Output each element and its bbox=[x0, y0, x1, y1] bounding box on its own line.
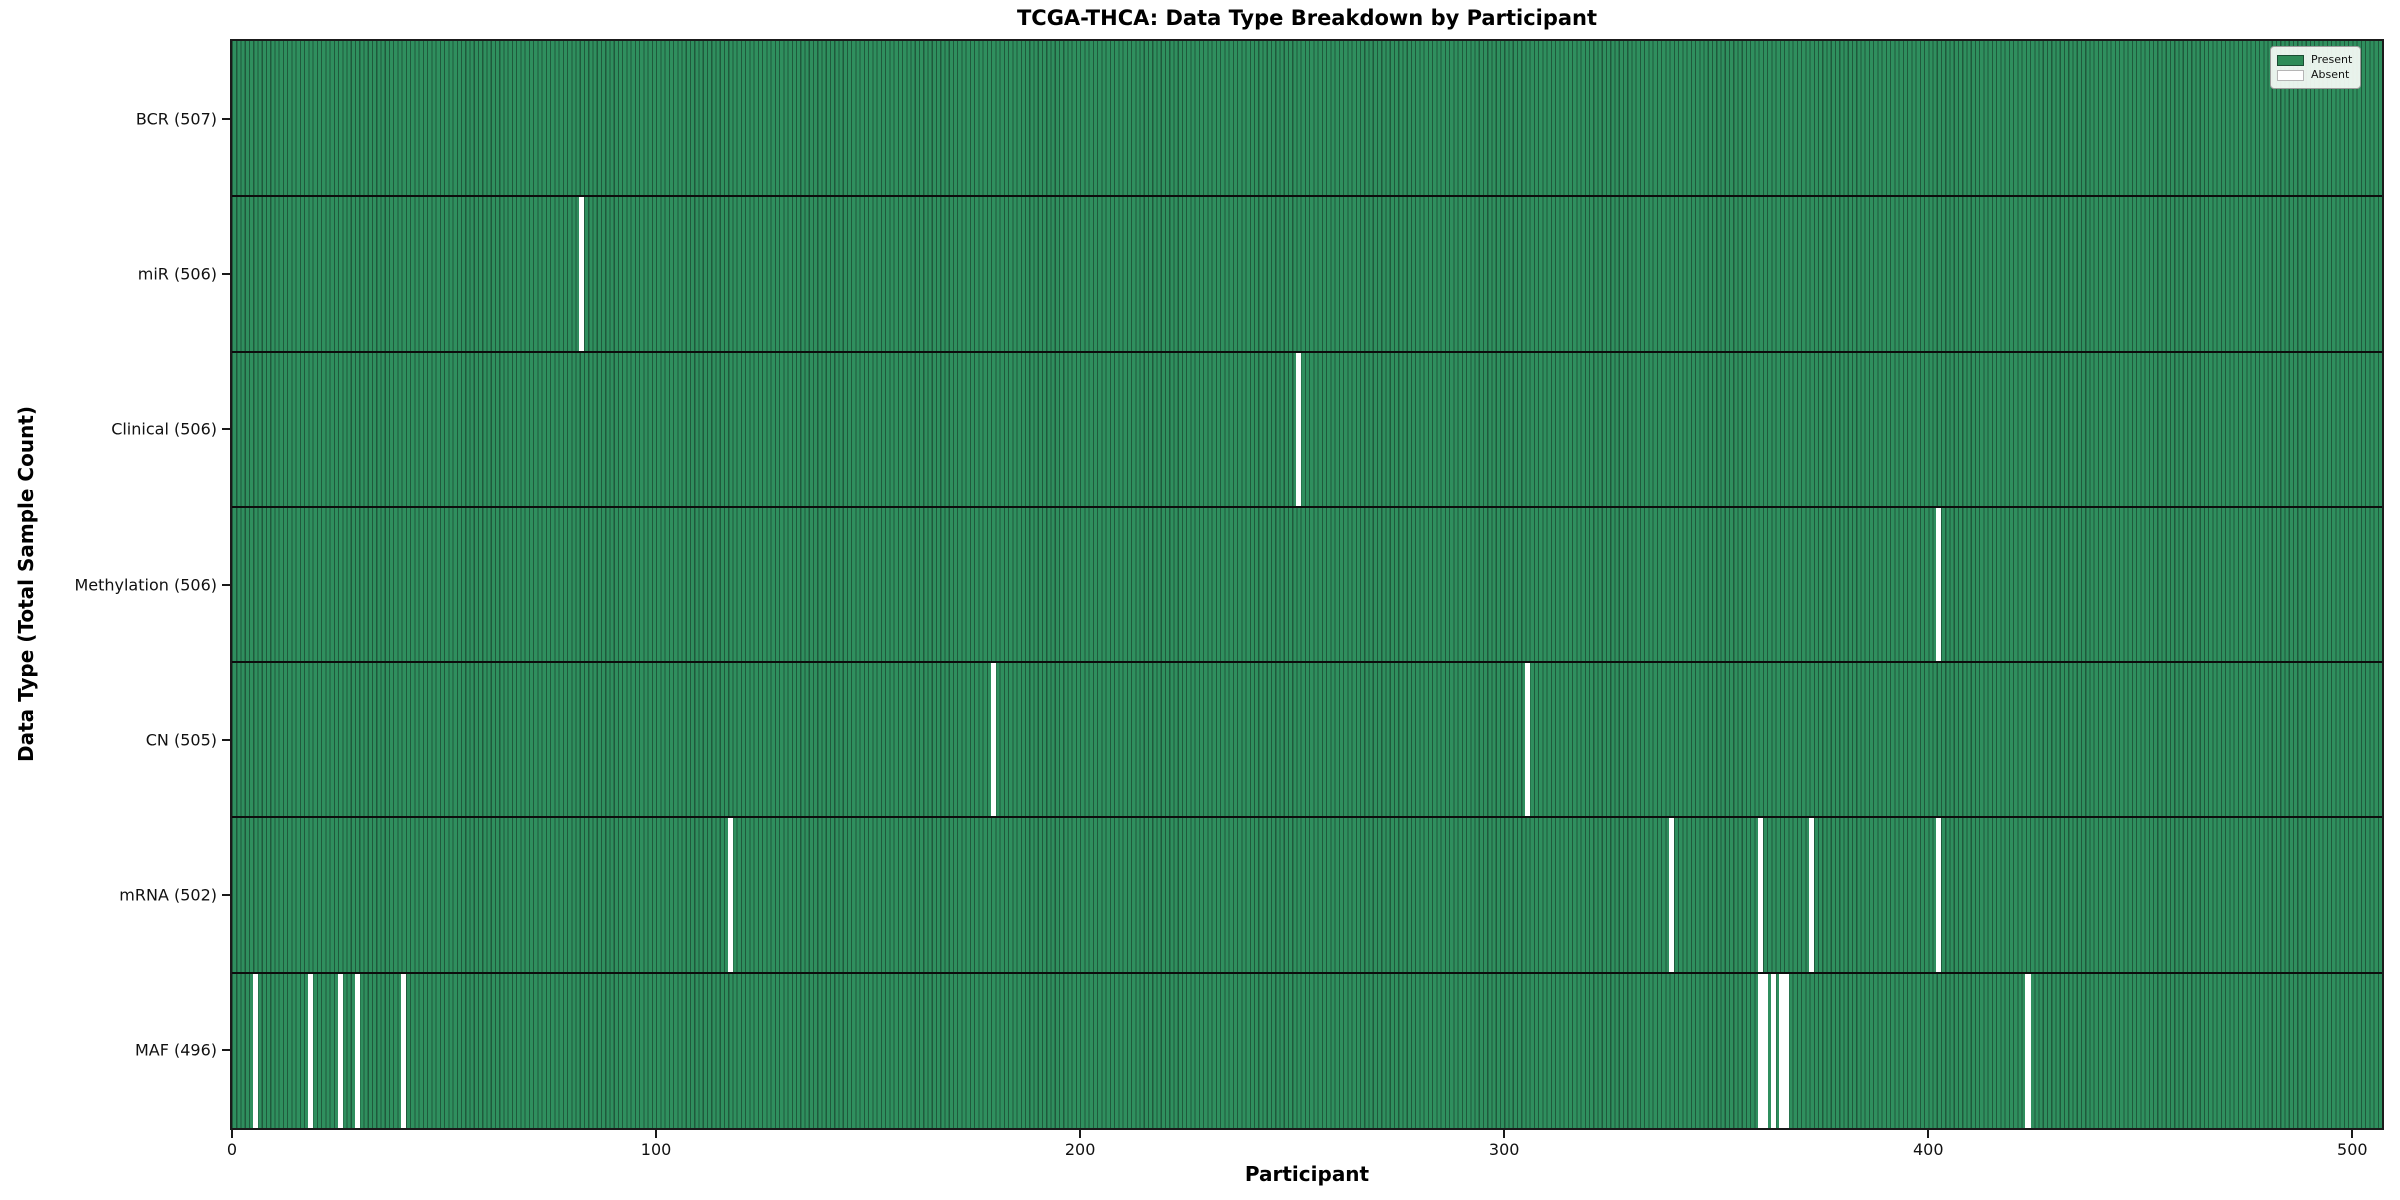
y-tick-label: Methylation (506) bbox=[74, 575, 217, 594]
absent-gap bbox=[307, 972, 314, 1128]
y-tick-label: Clinical (506) bbox=[111, 419, 217, 439]
x-tick-mark bbox=[1079, 1130, 1082, 1138]
absent-gap bbox=[1770, 972, 1777, 1128]
x-tick-mark bbox=[1927, 1130, 1930, 1138]
legend-entry-absent: Absent bbox=[2277, 69, 2352, 81]
x-axis-label: Participant bbox=[1244, 1162, 1370, 1186]
y-tick-mark bbox=[222, 738, 230, 741]
row-separator bbox=[232, 816, 2382, 819]
absent-gap bbox=[1762, 972, 1768, 1128]
absent-gap bbox=[1669, 817, 1675, 973]
x-tick-mark bbox=[655, 1130, 658, 1138]
row-separator bbox=[232, 505, 2382, 508]
absent-gap bbox=[1758, 972, 1764, 1128]
heatmap-row-mir bbox=[232, 196, 2382, 352]
y-tick-mark bbox=[222, 117, 230, 120]
x-tick-label: 400 bbox=[1912, 1140, 1944, 1159]
y-tick-mark bbox=[222, 272, 230, 275]
absent-gap bbox=[727, 817, 733, 973]
heatmap-row-cn bbox=[232, 662, 2382, 818]
absent-gap bbox=[252, 972, 258, 1128]
x-tick-label: 100 bbox=[640, 1140, 672, 1159]
y-tick-mark bbox=[222, 1049, 230, 1052]
legend-entry-present: Present bbox=[2277, 54, 2352, 66]
y-tick-label: miR (506) bbox=[137, 264, 217, 284]
legend-label: Absent bbox=[2311, 68, 2350, 81]
absent-gap bbox=[1779, 972, 1785, 1128]
absent-gap bbox=[1295, 351, 1302, 507]
chart-title: TCGA-THCA: Data Type Breakdown by Partic… bbox=[1016, 6, 1598, 30]
legend-swatch-absent bbox=[2277, 69, 2304, 81]
heatmap-row-bcr bbox=[232, 41, 2382, 197]
x-tick-mark bbox=[1503, 1130, 1506, 1138]
x-tick-mark bbox=[2351, 1130, 2354, 1138]
absent-gap bbox=[1524, 662, 1531, 818]
x-tick-mark bbox=[231, 1130, 233, 1138]
y-tick-label: BCR (507) bbox=[135, 109, 217, 129]
y-tick-label: MAF (496) bbox=[134, 1040, 217, 1060]
heatmap-row-methylation bbox=[232, 506, 2382, 663]
legend: Present Absent bbox=[2270, 46, 2362, 89]
y-tick-label: CN (505) bbox=[145, 730, 217, 750]
x-tick-label: 200 bbox=[1064, 1140, 1096, 1159]
row-separator bbox=[232, 195, 2382, 198]
absent-gap bbox=[401, 972, 407, 1128]
heatmap-row-maf bbox=[232, 972, 2382, 1128]
y-tick-mark bbox=[222, 583, 230, 586]
absent-gap bbox=[1783, 972, 1789, 1128]
x-tick-label: 0 bbox=[226, 1140, 238, 1159]
absent-gap bbox=[1936, 506, 1942, 663]
row-separator bbox=[232, 350, 2382, 353]
absent-gap bbox=[354, 972, 360, 1128]
absent-gap bbox=[1936, 817, 1942, 973]
absent-gap bbox=[1809, 817, 1815, 973]
x-tick-label: 300 bbox=[1488, 1140, 1520, 1159]
absent-gap bbox=[337, 972, 343, 1128]
absent-gap bbox=[990, 662, 996, 818]
row-separator bbox=[232, 971, 2382, 974]
heatmap-row-mrna bbox=[232, 817, 2382, 973]
y-tick-mark bbox=[222, 428, 230, 431]
plot-area bbox=[230, 39, 2384, 1130]
row-separator bbox=[232, 661, 2382, 664]
absent-gap bbox=[1758, 817, 1764, 973]
legend-label: Present bbox=[2311, 53, 2353, 66]
absent-gap bbox=[2025, 972, 2031, 1128]
y-tick-label: mRNA (502) bbox=[119, 885, 217, 905]
x-tick-label: 500 bbox=[2337, 1140, 2368, 1159]
absent-gap bbox=[579, 196, 585, 352]
heatmap-row-clinical bbox=[232, 351, 2382, 507]
legend-swatch-present bbox=[2277, 54, 2304, 66]
y-tick-mark bbox=[222, 894, 230, 897]
